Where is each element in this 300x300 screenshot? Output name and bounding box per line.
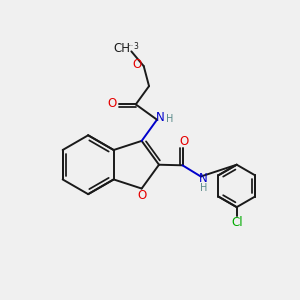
Text: O: O <box>137 188 146 202</box>
Text: 3: 3 <box>134 42 139 51</box>
Text: Cl: Cl <box>232 216 243 229</box>
Text: H: H <box>166 113 173 124</box>
Text: O: O <box>133 58 142 71</box>
Text: H: H <box>200 183 207 193</box>
Text: CH: CH <box>113 42 130 55</box>
Text: N: N <box>156 111 164 124</box>
Text: O: O <box>179 135 189 148</box>
Text: methyl: methyl <box>129 45 134 46</box>
Text: O: O <box>108 97 117 110</box>
Text: N: N <box>199 172 208 185</box>
